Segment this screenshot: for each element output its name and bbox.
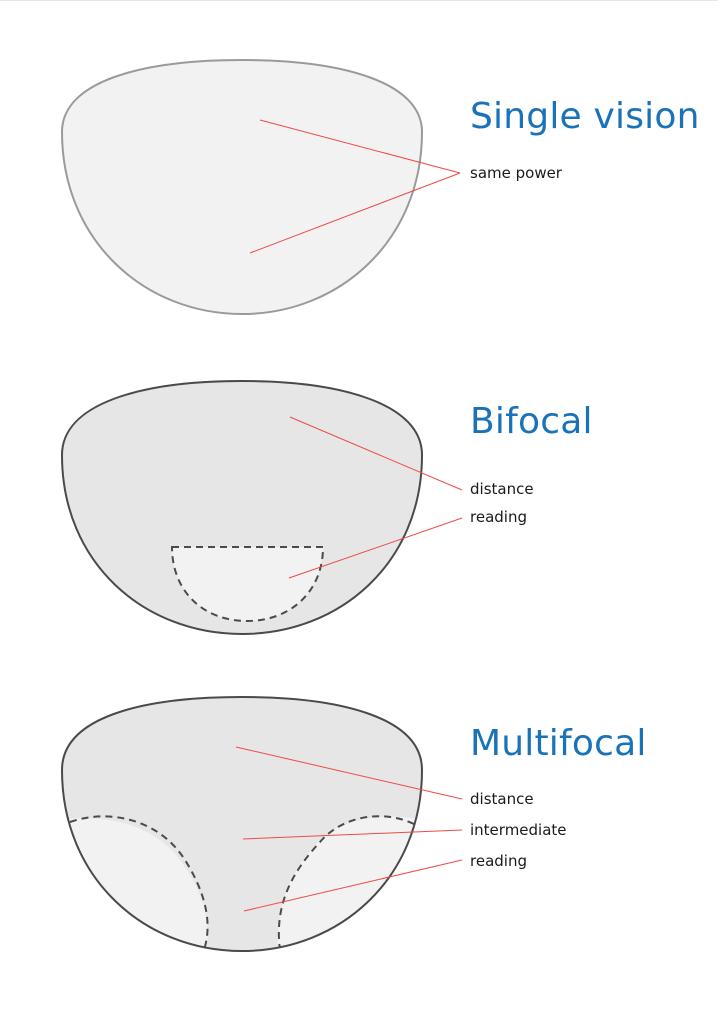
multifocal-right-boundary — [277, 815, 415, 951]
label-same-power: same power — [470, 164, 563, 182]
bifocal-leader-distance — [289, 416, 463, 491]
single-vision-group: Single vision same power — [60, 58, 700, 316]
label-intermediate: intermediate — [470, 821, 567, 839]
multifocal-group: Multifocal distance intermediate reading — [60, 695, 647, 953]
bifocal-title: Bifocal — [470, 401, 593, 442]
label-distance: distance — [470, 790, 534, 808]
label-reading: reading — [470, 508, 527, 526]
bifocal-leader-reading — [288, 517, 463, 579]
single-vision-title: Single vision — [470, 96, 700, 137]
multifocal-title: Multifocal — [470, 723, 647, 764]
multifocal-left-boundary — [69, 815, 209, 951]
multifocal-leader-reading — [243, 859, 463, 912]
label-reading: reading — [470, 852, 527, 870]
single-vision-leader-bottom — [249, 172, 461, 254]
bifocal-group: Bifocal distance reading — [60, 379, 593, 636]
multifocal-leader-intermediate — [242, 829, 463, 840]
single-vision-lens — [60, 58, 424, 316]
top-divider — [0, 0, 718, 1]
single-vision-leader-top — [259, 119, 461, 174]
label-distance: distance — [470, 480, 534, 498]
multifocal-lens-outline — [60, 695, 424, 953]
multifocal-leader-distance — [235, 746, 463, 800]
bifocal-reading-segment — [170, 546, 325, 623]
